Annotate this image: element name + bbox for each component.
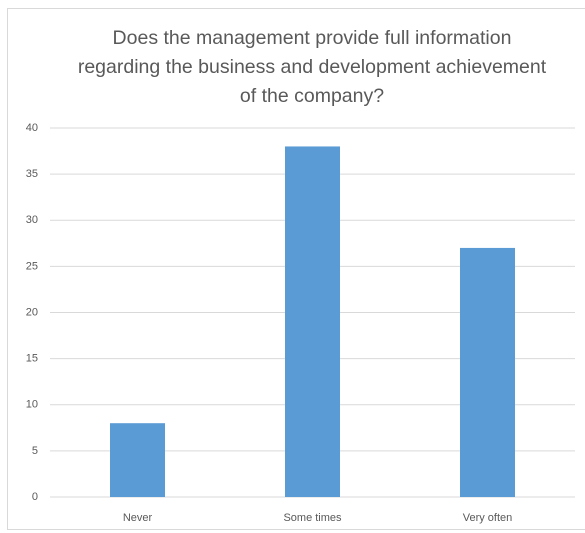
bar	[285, 146, 340, 497]
y-tick-label: 5	[32, 445, 38, 457]
y-tick-label: 25	[26, 260, 38, 272]
chart-title: Does the management provide full informa…	[77, 27, 547, 107]
x-tick-label: Very often	[463, 512, 513, 524]
x-tick-label: Never	[123, 512, 153, 524]
x-tick-label: Some times	[283, 512, 342, 524]
y-tick-label: 35	[26, 168, 38, 180]
bar	[110, 423, 165, 497]
bar	[460, 247, 515, 497]
y-tick-label: 20	[26, 306, 38, 318]
y-tick-label: 30	[26, 214, 38, 226]
y-tick-label: 40	[26, 122, 38, 134]
y-tick-label: 10	[26, 399, 38, 411]
y-tick-label: 0	[32, 491, 38, 503]
y-tick-label: 15	[26, 353, 38, 365]
chart-border	[7, 8, 585, 530]
